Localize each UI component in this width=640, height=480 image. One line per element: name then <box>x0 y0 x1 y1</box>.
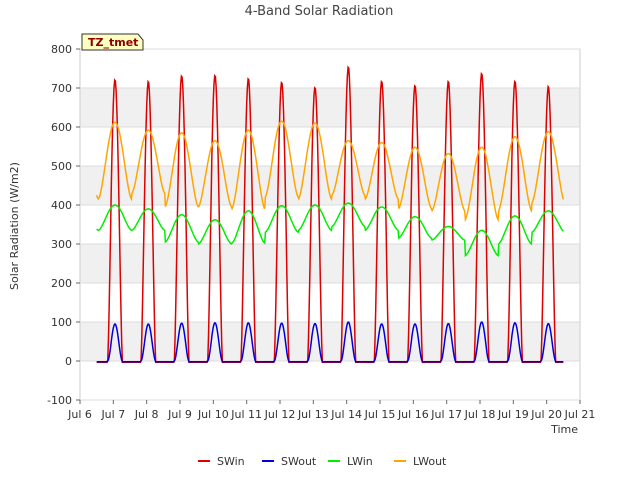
series-line-lwout <box>95 120 565 223</box>
legend-label-lwin: LWin <box>347 455 373 468</box>
legend: SWin SWout LWin LWout <box>198 455 447 468</box>
site-label: TZ_tmet <box>88 36 138 49</box>
x-tick-label: Jul 16 <box>397 408 429 421</box>
y-tick-label: 500 <box>51 160 72 173</box>
series-line-swout <box>96 321 564 363</box>
grid-band <box>80 322 580 361</box>
y-axis-ticks: -100 0 100 200 300 400 500 600 700 800 <box>47 43 80 407</box>
grid-band <box>80 88 580 127</box>
x-tick-label: Jul 12 <box>264 408 296 421</box>
x-axis-ticks: Jul 6 Jul 7 Jul 8 Jul 9 Jul 10 Jul 11 Jul 12 Ju… <box>67 400 595 421</box>
y-tick-label: -100 <box>47 394 72 407</box>
grid-band <box>80 244 580 283</box>
x-axis-label: Time <box>550 423 578 436</box>
y-tick-label: 600 <box>51 121 72 134</box>
series-group <box>95 65 565 363</box>
site-label-box: TZ_tmet <box>81 33 144 51</box>
x-tick-label: Jul 13 <box>297 408 329 421</box>
y-tick-label: 400 <box>51 199 72 212</box>
y-tick-label: 200 <box>51 277 72 290</box>
x-tick-label: Jul 20 <box>530 408 562 421</box>
y-tick-label: 0 <box>65 355 72 368</box>
plot-background-bands <box>80 88 580 361</box>
y-tick-label: 100 <box>51 316 72 329</box>
x-tick-label: Jul 10 <box>197 408 229 421</box>
y-axis-label: Solar Radiation (W/m2) <box>8 162 21 290</box>
x-tick-label: Jul 9 <box>167 408 192 421</box>
x-tick-label: Jul 11 <box>230 408 262 421</box>
x-tick-label: Jul 8 <box>134 408 159 421</box>
x-tick-label: Jul 6 <box>67 408 92 421</box>
x-tick-label: Jul 19 <box>497 408 529 421</box>
y-tick-label: 300 <box>51 238 72 251</box>
legend-label-swout: SWout <box>281 455 317 468</box>
legend-label-swin: SWin <box>217 455 245 468</box>
grid-band <box>80 166 580 205</box>
chart-title: 4-Band Solar Radiation <box>245 4 394 19</box>
x-tick-label: Jul 21 <box>564 408 596 421</box>
x-tick-label: Jul 15 <box>364 408 396 421</box>
series-line-lwin <box>96 202 564 258</box>
x-tick-label: Jul 7 <box>100 408 125 421</box>
grid-lines <box>80 48 580 401</box>
x-tick-label: Jul 14 <box>330 408 362 421</box>
y-tick-label: 800 <box>51 43 72 56</box>
x-tick-label: Jul 17 <box>430 408 462 421</box>
y-tick-label: 700 <box>51 82 72 95</box>
x-tick-label: Jul 18 <box>464 408 496 421</box>
legend-label-lwout: LWout <box>413 455 447 468</box>
